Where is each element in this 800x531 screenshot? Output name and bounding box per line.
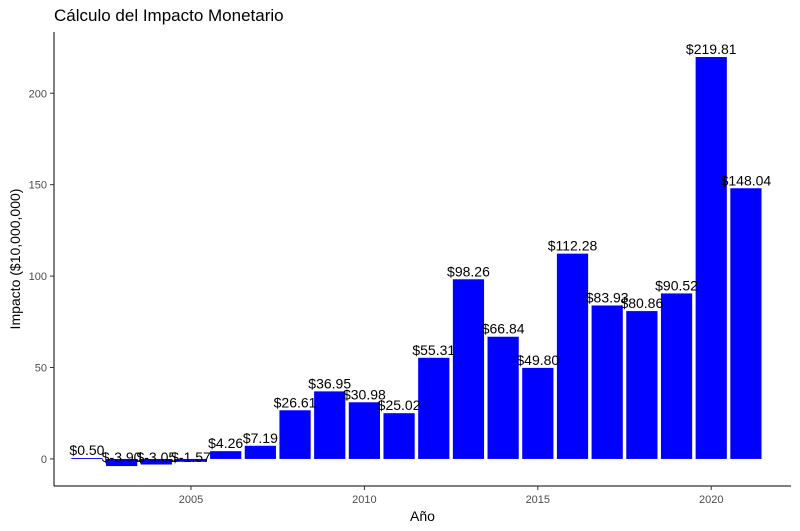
bar bbox=[487, 336, 519, 459]
bar-value-label: $-3.90 bbox=[102, 449, 142, 465]
bar-value-label: $25.02 bbox=[378, 397, 421, 413]
bar-value-label: $30.98 bbox=[343, 386, 386, 402]
bar-value-label: $26.61 bbox=[274, 394, 317, 410]
bar-value-label: $-3.05 bbox=[136, 449, 176, 465]
bar-value-label: $0.50 bbox=[69, 442, 104, 458]
bar bbox=[210, 451, 242, 459]
chart-title: Cálculo del Impacto Monetario bbox=[54, 6, 284, 25]
y-tick-label: 200 bbox=[29, 88, 47, 100]
y-tick-label: 150 bbox=[29, 180, 47, 192]
bar bbox=[140, 458, 172, 465]
bar bbox=[730, 188, 762, 459]
y-axis-title: Impacto ($10,000,000) bbox=[7, 189, 23, 330]
bar-value-label: $112.28 bbox=[548, 238, 598, 254]
bar-value-label: $83.93 bbox=[586, 289, 629, 305]
x-tick-label: 2010 bbox=[352, 494, 376, 506]
bar-value-label: $80.86 bbox=[620, 295, 663, 311]
bar bbox=[279, 410, 311, 459]
x-tick-label: 2015 bbox=[526, 494, 550, 506]
bar-value-label: $219.81 bbox=[686, 41, 737, 57]
bar bbox=[244, 445, 276, 459]
bar bbox=[660, 293, 693, 459]
bar bbox=[71, 458, 103, 459]
y-tick-label: 100 bbox=[29, 271, 47, 283]
bar-value-label: $66.84 bbox=[482, 321, 525, 337]
bar-value-label: $-1.57 bbox=[171, 449, 211, 465]
bar bbox=[175, 458, 207, 462]
x-axis-title: Año bbox=[410, 508, 435, 524]
bar-value-label: $7.19 bbox=[243, 430, 278, 446]
bar bbox=[591, 305, 623, 459]
bar-value-label: $90.52 bbox=[655, 277, 698, 293]
bar bbox=[106, 458, 138, 467]
bar bbox=[695, 57, 727, 459]
bar bbox=[418, 357, 450, 459]
bar bbox=[383, 413, 415, 459]
bar-value-label: $98.26 bbox=[447, 263, 490, 279]
y-tick-label: 0 bbox=[41, 454, 47, 466]
bar bbox=[314, 391, 346, 459]
bar-value-label: $49.80 bbox=[516, 352, 559, 368]
bar bbox=[626, 311, 658, 459]
bar bbox=[522, 367, 554, 459]
y-tick-label: 50 bbox=[35, 363, 47, 375]
bar bbox=[452, 279, 485, 459]
bar-value-label: $4.26 bbox=[208, 435, 243, 451]
bar-value-label: $148.04 bbox=[721, 172, 772, 188]
bar-value-label: $36.95 bbox=[308, 375, 351, 391]
bar-value-label: $55.31 bbox=[412, 342, 455, 358]
x-tick-label: 2020 bbox=[699, 494, 723, 506]
bar bbox=[348, 402, 381, 459]
x-tick-label: 2005 bbox=[179, 494, 203, 506]
bar bbox=[556, 253, 589, 459]
